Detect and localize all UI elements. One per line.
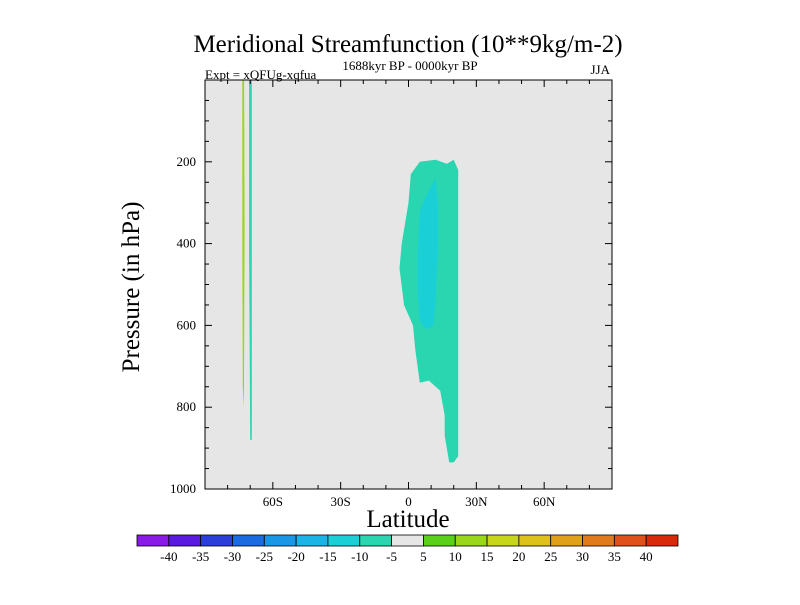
y-tick-label: 1000	[170, 481, 196, 496]
colorbar-box	[200, 534, 233, 547]
colorbar-box	[295, 534, 329, 547]
colorbar-label: -10	[351, 549, 368, 564]
contour-region-polar-strip-negative	[249, 80, 252, 440]
colorbar-box	[486, 534, 520, 547]
x-tick-label: 0	[405, 494, 412, 509]
colorbar-label: 5	[420, 549, 427, 564]
time-range-label: 1688kyr BP - 0000kyr BP	[342, 58, 477, 73]
colorbar-box	[136, 534, 170, 547]
colorbar-label: -15	[319, 549, 336, 564]
colorbar-box	[582, 534, 615, 547]
x-axis-label: Latitude	[366, 506, 449, 533]
x-tick-label: 60S	[263, 494, 283, 509]
colorbar-label: 25	[544, 549, 557, 564]
colorbar-label: 15	[481, 549, 494, 564]
colorbar-box	[327, 534, 361, 547]
chart-title: Meridional Streamfunction (10**9kg/m-2)	[193, 31, 622, 58]
colorbar-box	[454, 534, 488, 547]
colorbar-label: -20	[287, 549, 304, 564]
colorbar-label: -5	[386, 549, 397, 564]
colorbar-label: 10	[449, 549, 462, 564]
colorbar-box	[613, 534, 647, 547]
contour-region-polar-strip-positive	[242, 80, 245, 408]
x-tick-label: 30S	[331, 494, 351, 509]
colorbar: -40 -35 -30 -25 -20 -15 -10 -5 5 10 15 20 25 30 35 40	[136, 534, 679, 564]
y-tick-label: 800	[177, 399, 197, 414]
contour-region-tropical-cell-core	[417, 178, 438, 330]
contour-layer	[205, 80, 612, 489]
colorbar-label: -30	[224, 549, 241, 564]
colorbar-box	[550, 534, 583, 547]
colorbar-label: 20	[512, 549, 525, 564]
y-tick-label: 600	[177, 317, 197, 332]
colorbar-label: 40	[640, 549, 653, 564]
colorbar-label: 35	[608, 549, 621, 564]
colorbar-box	[263, 534, 297, 547]
colorbar-box	[232, 534, 265, 547]
y-tick-label: 400	[177, 236, 197, 251]
colorbar-box	[168, 534, 202, 547]
colorbar-box	[645, 534, 679, 547]
colorbar-box	[423, 534, 456, 547]
season-label: JJA	[590, 62, 610, 77]
y-axis-label: Pressure (in hPa)	[118, 202, 145, 373]
colorbar-box	[359, 534, 392, 547]
colorbar-label: -40	[160, 549, 177, 564]
colorbar-label: -35	[192, 549, 209, 564]
colorbar-label: -25	[256, 549, 273, 564]
axes: 60S 30S 0 30N 60N 200 400 600 800 1000	[170, 79, 613, 509]
x-tick-label: 60N	[533, 494, 556, 509]
experiment-label: Expt = xQFUg-xqfua	[205, 67, 317, 82]
colorbar-box	[391, 534, 424, 547]
y-tick-label: 200	[177, 154, 197, 169]
x-tick-label: 30N	[465, 494, 488, 509]
colorbar-box	[518, 534, 552, 547]
colorbar-label: 30	[576, 549, 589, 564]
